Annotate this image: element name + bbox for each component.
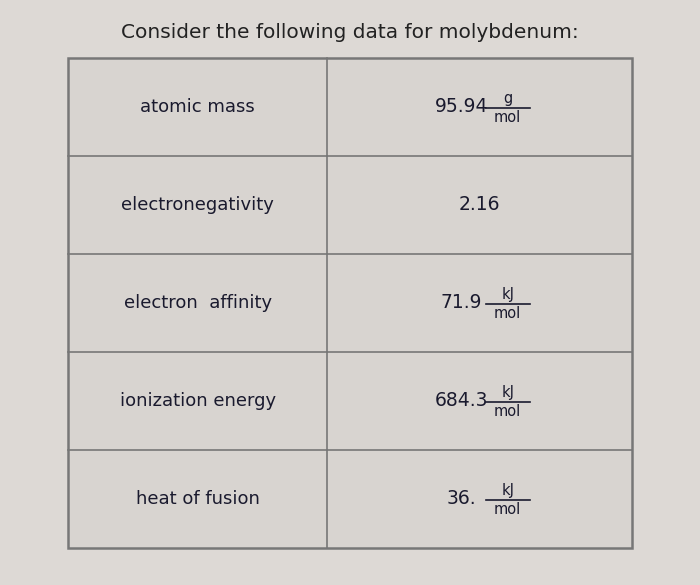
Text: Consider the following data for molybdenum:: Consider the following data for molybden…: [121, 22, 579, 42]
Text: 36.: 36.: [447, 490, 477, 508]
Text: g: g: [503, 91, 512, 106]
Text: mol: mol: [494, 110, 522, 125]
Text: 2.16: 2.16: [459, 195, 500, 215]
Text: ionization energy: ionization energy: [120, 392, 276, 410]
Text: mol: mol: [494, 306, 522, 321]
Text: heat of fusion: heat of fusion: [136, 490, 260, 508]
Text: mol: mol: [494, 404, 522, 419]
Text: 95.94: 95.94: [435, 98, 489, 116]
Text: kJ: kJ: [501, 385, 514, 400]
Text: mol: mol: [494, 502, 522, 517]
Text: kJ: kJ: [501, 483, 514, 498]
Text: kJ: kJ: [501, 287, 514, 302]
Bar: [68, 58, 632, 548]
Text: 71.9: 71.9: [441, 294, 482, 312]
Bar: [68, 58, 632, 548]
Text: electronegativity: electronegativity: [121, 196, 274, 214]
Text: electron  affinity: electron affinity: [124, 294, 272, 312]
Text: 684.3: 684.3: [435, 391, 489, 411]
Text: atomic mass: atomic mass: [140, 98, 255, 116]
